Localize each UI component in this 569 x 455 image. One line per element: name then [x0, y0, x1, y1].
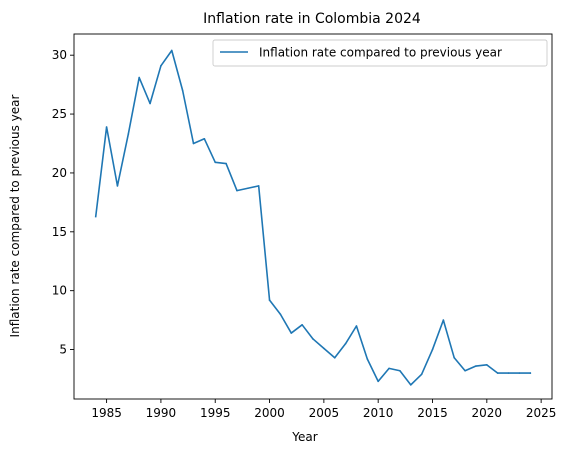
- data-point-1992: [181, 89, 184, 92]
- data-point-2019: [475, 365, 477, 367]
- data-point-2012: [399, 369, 401, 372]
- x-tick-label: 1995: [200, 406, 231, 420]
- y-tick-label: 5: [59, 343, 67, 357]
- plot-frame: [73, 33, 553, 400]
- data-point-1994: [203, 137, 206, 140]
- legend-box: [212, 39, 548, 67]
- data-point-1987: [127, 133, 130, 135]
- data-point-1985: [105, 126, 108, 128]
- y-axis-label: Inflation rate compared to previous year: [8, 94, 22, 337]
- data-point-2020: [486, 364, 488, 366]
- data-point-1998: [247, 187, 249, 190]
- data-point-2022: [507, 372, 510, 374]
- data-point-2003: [301, 324, 303, 326]
- legend: Inflation rate compared to previous year: [212, 39, 548, 67]
- plot-layer: [94, 49, 532, 386]
- y-tick-label: 20: [52, 166, 67, 180]
- data-point-2004: [312, 338, 314, 340]
- data-point-1991: [170, 49, 173, 52]
- data-point-1988: [138, 76, 140, 79]
- x-tick-label: 1985: [91, 406, 122, 420]
- x-tick-label: 2020: [472, 406, 503, 420]
- chart-title: Inflation rate in Colombia 2024: [203, 11, 421, 27]
- data-point-2008: [355, 325, 358, 327]
- data-point-1986: [116, 185, 119, 187]
- x-axis: 1985 1990 1995 2000 2005 2010 2015 2020 2025: [91, 399, 556, 420]
- data-point-1999: [257, 185, 260, 187]
- data-point-1989: [149, 102, 151, 105]
- legend-label: Inflation rate compared to previous year: [259, 46, 502, 60]
- data-point-2002: [290, 332, 293, 334]
- data-point-2006: [333, 356, 336, 359]
- data-point-2001: [279, 313, 282, 316]
- data-point-2013: [409, 384, 412, 386]
- data-point-2010: [377, 380, 379, 383]
- data-point-1993: [192, 142, 195, 145]
- x-tick-label: 2010: [363, 406, 394, 420]
- x-tick-label: 2015: [417, 406, 448, 420]
- data-point-1984: [94, 215, 97, 218]
- data-point-2007: [344, 342, 347, 345]
- x-tick-label: 2005: [309, 406, 340, 420]
- data-point-2018: [464, 369, 466, 372]
- data-point-2021: [496, 372, 499, 374]
- x-axis-label: Year: [291, 430, 317, 444]
- data-point-1990: [160, 64, 162, 67]
- data-point-2005: [323, 347, 325, 350]
- data-point-2017: [453, 356, 456, 359]
- y-tick-label: 10: [52, 284, 67, 298]
- data-point-1996: [225, 162, 227, 165]
- x-tick-label: 1990: [146, 406, 177, 420]
- data-point-2024: [529, 372, 532, 374]
- data-point-2015: [431, 348, 434, 351]
- data-point-2000: [268, 299, 271, 301]
- x-tick-label: 2025: [526, 406, 557, 420]
- data-point-1995: [214, 161, 217, 164]
- y-tick-label: 15: [52, 225, 67, 239]
- data-point-2016: [442, 319, 445, 321]
- x-tick-label: 2000: [254, 406, 285, 420]
- y-tick-label: 30: [52, 48, 67, 62]
- y-tick-label: 25: [52, 107, 67, 121]
- y-axis: 5 10 15 20 25 30: [52, 48, 74, 357]
- data-point-2011: [388, 367, 390, 370]
- data-point-2009: [366, 358, 369, 360]
- data-point-1997: [236, 189, 238, 192]
- data-point-2023: [518, 372, 521, 374]
- data-point-2014: [420, 373, 423, 376]
